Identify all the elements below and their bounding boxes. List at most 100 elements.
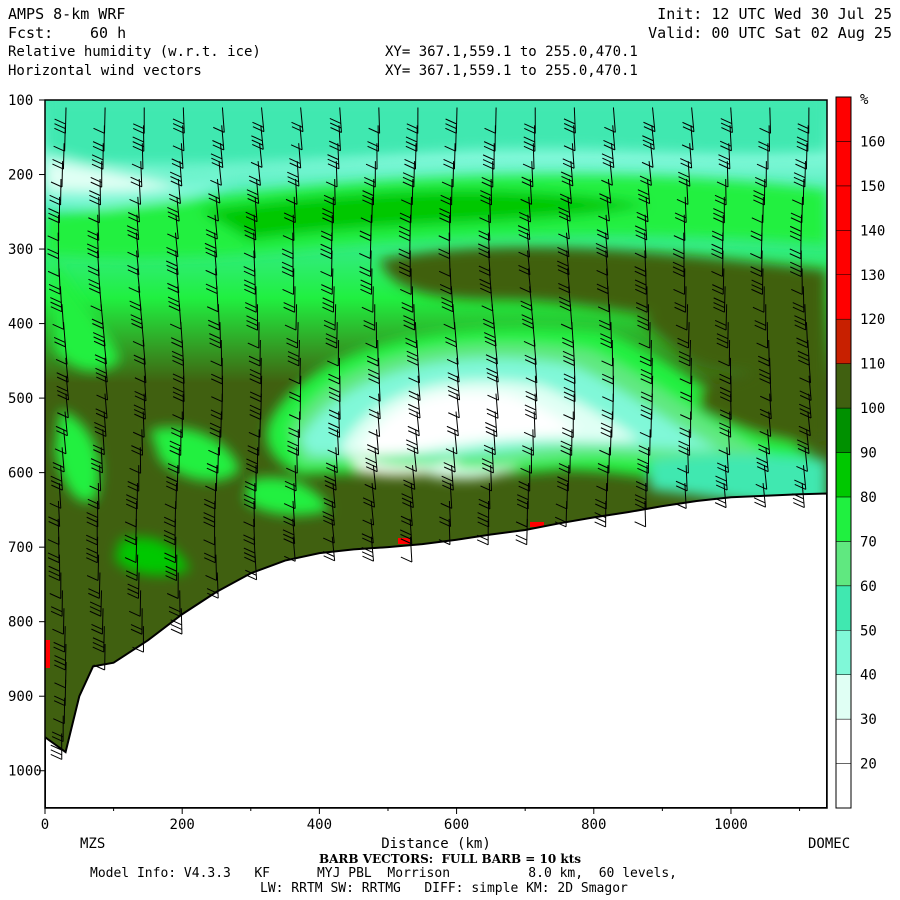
wind-barb-shaft: [567, 465, 570, 492]
wind-barb-flag: [596, 485, 608, 492]
wind-barb-flag: [602, 162, 615, 168]
colorbar-label: 80: [860, 490, 877, 506]
wind-barb-flag: [245, 211, 257, 218]
wind-barb-flag: [674, 306, 686, 313]
wind-barb-shaft: [338, 411, 341, 438]
wind-barb-flag: [672, 253, 685, 260]
y-tick-label: 800: [8, 615, 33, 631]
wind-barb-flag: [93, 336, 105, 343]
wind-barb-flag: [245, 574, 257, 581]
wind-barb-flag: [287, 355, 300, 362]
wind-barb-flag: [323, 319, 336, 326]
wind-barb-flag: [87, 248, 99, 254]
wind-barb-flag: [634, 279, 647, 286]
wind-barb-flag: [323, 497, 335, 504]
wind-barb-flag: [407, 403, 420, 410]
wind-barb-flag: [211, 157, 223, 164]
wind-barb-flag: [714, 324, 727, 331]
wind-barb-flag: [246, 458, 258, 465]
wind-barb-shaft: [690, 357, 692, 384]
wind-barb-flag: [399, 529, 412, 536]
wind-barb-flag: [247, 449, 259, 456]
wind-barb-flag: [210, 179, 222, 186]
wind-barb-flag: [203, 539, 215, 546]
wind-barb-flag: [520, 304, 533, 311]
wind-barb-flag: [170, 628, 183, 635]
wind-barb-shaft: [650, 143, 654, 168]
wind-barb-shaft: [335, 447, 338, 473]
wind-barb-shaft: [135, 232, 139, 258]
colorbar-swatch: [835, 274, 852, 320]
wind-barb-shaft: [606, 465, 609, 492]
wind-barb-flag: [756, 457, 768, 464]
wind-barb-flag: [478, 247, 490, 254]
wind-barb-flag: [248, 355, 261, 362]
wind-barb-flag: [245, 302, 257, 309]
wind-barb-shaft: [370, 536, 375, 562]
wind-barb-shaft: [612, 125, 616, 150]
wind-barb-shaft: [768, 411, 772, 437]
wind-barb-flag: [321, 284, 333, 291]
wind-barb-flag: [128, 610, 141, 617]
wind-barb-flag: [638, 445, 651, 452]
wind-barb-flag: [637, 458, 649, 465]
wind-barb-flag: [405, 145, 418, 152]
wind-barb-flag: [483, 141, 496, 148]
y-tick-label: 300: [8, 242, 33, 258]
wind-barb-flag: [54, 448, 67, 455]
wind-barb-flag: [559, 305, 572, 312]
wind-barb-shaft: [140, 161, 143, 187]
wind-barb-flag: [249, 391, 262, 398]
wind-barb-flag: [400, 288, 412, 295]
wind-barb-flag: [243, 498, 256, 505]
x-tick-label: 400: [307, 817, 332, 833]
y-tick-label: 500: [8, 391, 33, 407]
wind-barb-shaft: [254, 196, 258, 222]
forecast-hour: 60 h: [90, 24, 127, 42]
wind-barb-flag: [203, 516, 215, 523]
wind-barb-flag: [559, 193, 572, 200]
wind-barb-flag: [716, 337, 729, 344]
wind-barb-flag: [54, 659, 66, 666]
wind-barb-flag: [678, 176, 690, 183]
wind-barb-flag: [635, 302, 648, 309]
wind-barb-flag: [172, 391, 185, 398]
wind-barb-flag: [86, 243, 99, 250]
wind-barb-flag: [127, 269, 140, 276]
wind-barb-shaft: [260, 125, 264, 150]
wind-barb-shaft: [650, 411, 652, 438]
wind-barb-shaft: [103, 411, 107, 437]
wind-barb-flag: [796, 439, 809, 446]
wind-barb-flag: [328, 373, 340, 380]
wind-barb-flag: [171, 158, 183, 165]
wind-barb-flag: [365, 342, 377, 349]
wind-barb-flag: [485, 354, 498, 361]
wind-barb-flag: [252, 121, 264, 128]
wind-barb-flag: [86, 552, 98, 559]
wind-barb-flag: [797, 350, 809, 357]
wind-barb-shaft: [64, 339, 68, 365]
wind-barb-flag: [91, 154, 104, 161]
wind-barb-shaft: [100, 590, 103, 617]
wind-barb-shaft: [608, 304, 611, 330]
wind-barb-flag: [327, 154, 339, 161]
wind-barb-flag: [796, 145, 809, 152]
wind-barb-flag: [401, 199, 413, 206]
barb-note: BARB VECTORS: FULL BARB = 10 kts: [318, 852, 582, 866]
wind-barb-shaft: [292, 536, 296, 562]
wind-barb-flag: [361, 546, 373, 553]
wind-barb-flag: [720, 118, 732, 124]
wind-barb-flag: [47, 253, 59, 260]
wind-barb-flag: [713, 302, 725, 308]
wind-barb-flag: [448, 412, 460, 419]
wind-barb-flag: [245, 569, 257, 576]
wind-barb-flag: [54, 341, 66, 348]
wind-barb-shaft: [142, 339, 146, 365]
wind-barb-flag: [678, 440, 690, 447]
wind-barb-shaft: [805, 143, 808, 170]
wind-barb-flag: [92, 637, 105, 644]
wind-barb-flag: [205, 485, 217, 492]
wind-barb-flag: [563, 378, 576, 385]
y-tick-label: 700: [8, 540, 33, 556]
wind-barb-flag: [368, 395, 381, 402]
